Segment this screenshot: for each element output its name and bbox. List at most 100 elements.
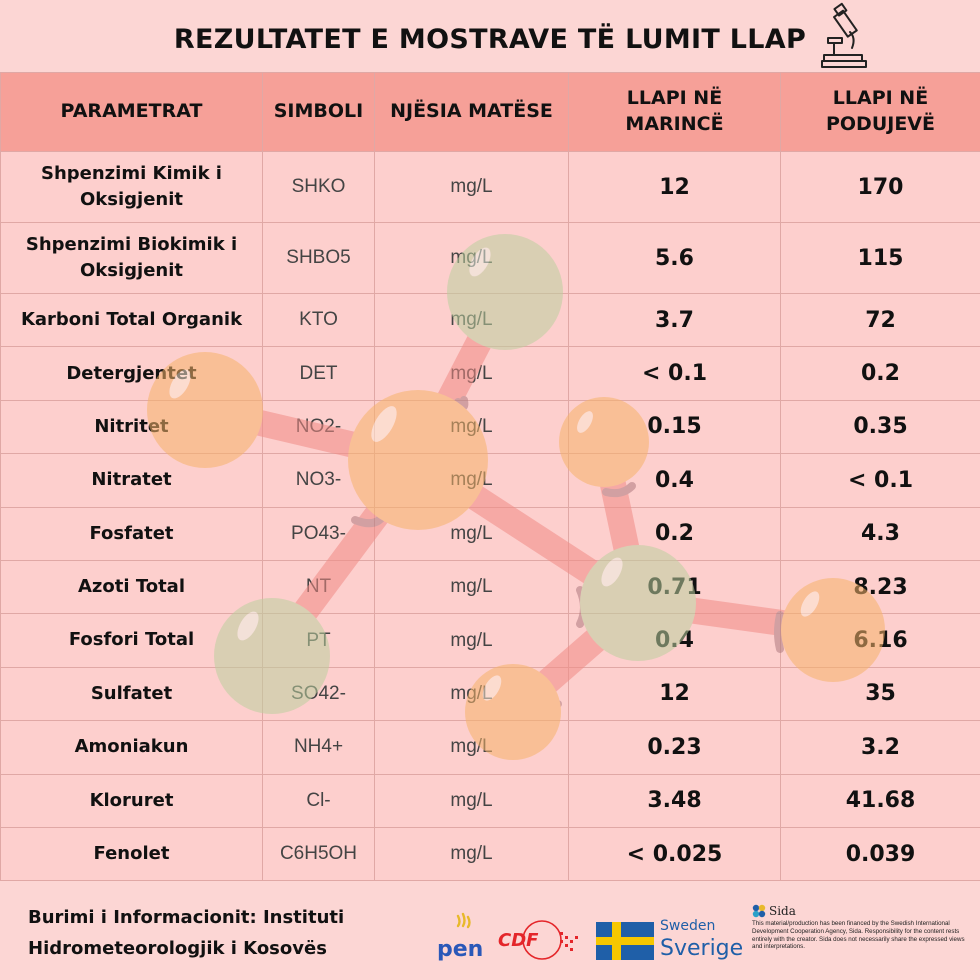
col-parametrat: PARAMETRAT bbox=[0, 72, 263, 152]
source-note: Burimi i Informacionit: Instituti Hidrom… bbox=[28, 903, 344, 964]
cdf-logo-text: CDF bbox=[498, 930, 539, 951]
podujeve-value: 170 bbox=[780, 151, 980, 223]
unit-cell: mg/L bbox=[374, 559, 569, 615]
podujeve-value: 41.68 bbox=[780, 773, 980, 828]
symbol-cell: KTO bbox=[262, 292, 375, 348]
marince-value: 0.23 bbox=[568, 720, 781, 775]
sida-disclaimer: This material/production has been financ… bbox=[752, 920, 965, 951]
pen-logo: pen bbox=[437, 912, 483, 962]
param-cell: Nitritet bbox=[0, 399, 263, 455]
sida-logo bbox=[752, 904, 766, 918]
sweden-small-text: Sweden bbox=[660, 918, 716, 934]
unit-cell: mg/L bbox=[374, 292, 569, 348]
param-cell: Fenolet bbox=[0, 826, 263, 882]
cdf-logo: CDF bbox=[498, 920, 578, 960]
marince-value: 0.2 bbox=[568, 506, 781, 561]
table-row: Fenolet C6H5OH mg/L < 0.025 0.039 bbox=[0, 826, 980, 882]
symbol-cell: NT bbox=[262, 559, 375, 615]
unit-cell: mg/L bbox=[374, 399, 569, 455]
table-row: Kloruret Cl- mg/L 3.48 41.68 bbox=[0, 773, 980, 828]
table-header-row: PARAMETRAT SIMBOLI NJËSIA MATËSE LLAPI N… bbox=[0, 72, 980, 152]
unit-cell: mg/L bbox=[374, 453, 569, 508]
source-line-1: Burimi i Informacionit: Instituti bbox=[28, 907, 345, 928]
marince-value: < 0.1 bbox=[568, 346, 781, 401]
param-cell: Kloruret bbox=[0, 773, 263, 828]
microscope-icon bbox=[821, 2, 867, 68]
param-cell: Amoniakun bbox=[0, 720, 263, 775]
param-cell: Azoti Total bbox=[0, 559, 263, 615]
marince-value: 3.48 bbox=[568, 773, 781, 828]
symbol-cell: SHKO bbox=[262, 151, 375, 223]
symbol-cell: Cl- bbox=[262, 773, 375, 828]
unit-cell: mg/L bbox=[374, 222, 569, 294]
pen-logo-text: pen bbox=[437, 937, 483, 962]
param-cell: Karboni Total Organik bbox=[0, 292, 263, 348]
table-row: Sulfatet SO42- mg/L 12 35 bbox=[0, 666, 980, 722]
unit-cell: mg/L bbox=[374, 151, 569, 223]
marince-value: 0.15 bbox=[568, 399, 781, 455]
marince-value: 0.4 bbox=[568, 613, 781, 668]
param-cell: Fosfori Total bbox=[0, 613, 263, 668]
table-row: Nitratet NO3- mg/L 0.4 < 0.1 bbox=[0, 453, 980, 508]
unit-cell: mg/L bbox=[374, 666, 569, 722]
marince-value: 5.6 bbox=[568, 222, 781, 294]
table-row: Karboni Total Organik KTO mg/L 3.7 72 bbox=[0, 292, 980, 348]
source-line-2: Hidrometeorologjik i Kosovës bbox=[28, 937, 327, 959]
table-row: Fosfori Total PT mg/L 0.4 6.16 bbox=[0, 613, 980, 668]
page-title: REZULTATET E MOSTRAVE TË LUMIT LLAP bbox=[173, 23, 807, 55]
sweden-flag-icon bbox=[596, 922, 654, 960]
sida-name: Sida bbox=[769, 904, 796, 918]
sweden-logo: Sweden Sverige bbox=[596, 918, 746, 964]
param-cell: Fosfatet bbox=[0, 506, 263, 561]
col-njesia: NJËSIA MATËSE bbox=[374, 72, 569, 152]
marince-value: 0.4 bbox=[568, 453, 781, 508]
symbol-cell: NH4+ bbox=[262, 720, 375, 775]
podujeve-value: 0.35 bbox=[780, 399, 980, 455]
unit-cell: mg/L bbox=[374, 720, 569, 775]
symbol-cell: PT bbox=[262, 613, 375, 668]
col-marince: LLAPI NË MARINCË bbox=[568, 72, 781, 152]
title-bar: REZULTATET E MOSTRAVE TË LUMIT LLAP bbox=[0, 0, 980, 72]
param-cell: Nitratet bbox=[0, 453, 263, 508]
param-cell: Shpenzimi Biokimik i Oksigjenit bbox=[0, 222, 263, 294]
sverige-text: Sverige bbox=[660, 936, 744, 961]
podujeve-value: 115 bbox=[780, 222, 980, 294]
unit-cell: mg/L bbox=[374, 506, 569, 561]
podujeve-value: 8.23 bbox=[780, 559, 980, 615]
results-table: PARAMETRAT SIMBOLI NJËSIA MATËSE LLAPI N… bbox=[0, 72, 980, 882]
podujeve-value: 6.16 bbox=[780, 613, 980, 668]
param-cell: Detergjentet bbox=[0, 346, 263, 401]
symbol-cell: C6H5OH bbox=[262, 826, 375, 882]
col-simboli: SIMBOLI bbox=[262, 72, 375, 152]
marince-value: 0.71 bbox=[568, 559, 781, 615]
table-row: Nitritet NO2- mg/L 0.15 0.35 bbox=[0, 399, 980, 455]
unit-cell: mg/L bbox=[374, 826, 569, 882]
symbol-cell: SHBO5 bbox=[262, 222, 375, 294]
symbol-cell: DET bbox=[262, 346, 375, 401]
podujeve-value: 0.2 bbox=[780, 346, 980, 401]
podujeve-value: < 0.1 bbox=[780, 453, 980, 508]
table-row: Detergjentet DET mg/L < 0.1 0.2 bbox=[0, 346, 980, 401]
param-cell: Shpenzimi Kimik i Oksigjenit bbox=[0, 151, 263, 223]
param-cell: Sulfatet bbox=[0, 666, 263, 722]
unit-cell: mg/L bbox=[374, 773, 569, 828]
podujeve-value: 0.039 bbox=[780, 826, 980, 882]
marince-value: 3.7 bbox=[568, 292, 781, 348]
marince-value: < 0.025 bbox=[568, 826, 781, 882]
table-row: Azoti Total NT mg/L 0.71 8.23 bbox=[0, 559, 980, 615]
symbol-cell: NO3- bbox=[262, 453, 375, 508]
marince-value: 12 bbox=[568, 151, 781, 223]
podujeve-value: 35 bbox=[780, 666, 980, 722]
marince-value: 12 bbox=[568, 666, 781, 722]
symbol-cell: PO43- bbox=[262, 506, 375, 561]
unit-cell: mg/L bbox=[374, 346, 569, 401]
podujeve-value: 3.2 bbox=[780, 720, 980, 775]
unit-cell: mg/L bbox=[374, 613, 569, 668]
symbol-cell: SO42- bbox=[262, 666, 375, 722]
table-row: Amoniakun NH4+ mg/L 0.23 3.2 bbox=[0, 720, 980, 775]
table-row: Shpenzimi Biokimik i Oksigjenit SHBO5 mg… bbox=[0, 222, 980, 294]
col-podujeve: LLAPI NË PODUJEVË bbox=[780, 72, 980, 152]
podujeve-value: 4.3 bbox=[780, 506, 980, 561]
podujeve-value: 72 bbox=[780, 292, 980, 348]
